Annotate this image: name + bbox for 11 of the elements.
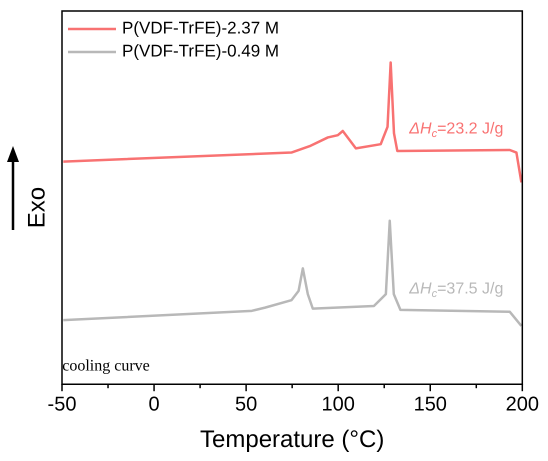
annotation: cooling curve xyxy=(62,357,150,374)
x-tick-label: 200 xyxy=(506,394,540,416)
x-tick-label: 50 xyxy=(235,394,258,416)
legend-label: P(VDF-TrFE)-2.37 M xyxy=(122,18,280,38)
x-axis-title: Temperature (°C) xyxy=(200,426,384,454)
x-tick-label: 100 xyxy=(322,394,355,416)
x-tick-label: -50 xyxy=(48,394,76,416)
legend-label: P(VDF-TrFE)-0.49 M xyxy=(122,42,280,61)
x-tick-label: 150 xyxy=(414,394,447,416)
x-tick-label: 0 xyxy=(148,394,160,416)
y-axis-title: Exo xyxy=(24,186,51,228)
